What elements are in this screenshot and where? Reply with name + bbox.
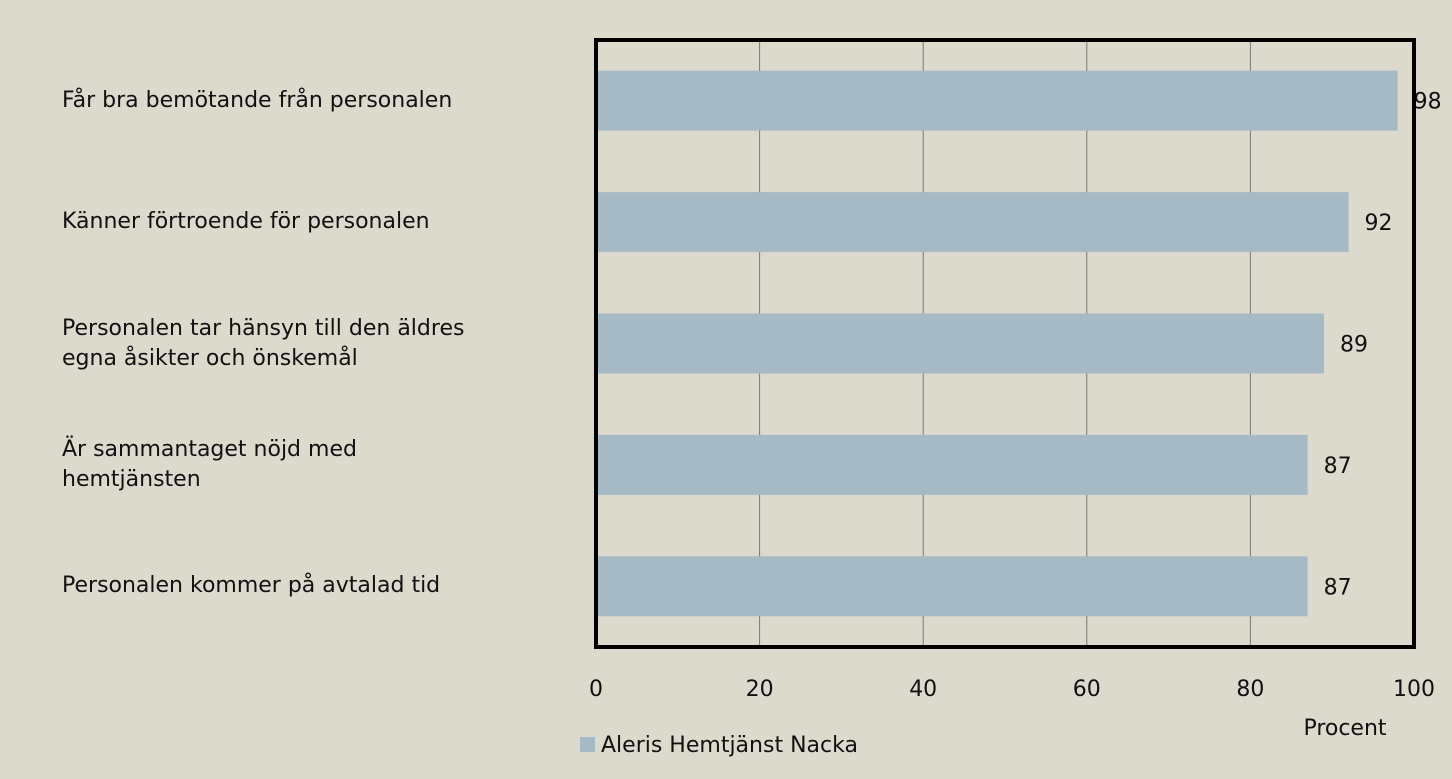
x-tick-label: 20 (746, 677, 774, 702)
y-tick-label: Personalen tar hänsyn till den äldres eg… (62, 315, 465, 371)
data-label: 87 (1324, 454, 1352, 479)
bar (596, 556, 1308, 617)
x-tick-label: 100 (1393, 677, 1435, 702)
x-tick-label: 80 (1236, 677, 1264, 702)
y-tick-label: Är sammantaget nöjd med hemtjänsten (62, 436, 357, 492)
legend-label: Aleris Hemtjänst Nacka (601, 733, 858, 758)
data-label: 92 (1365, 211, 1393, 236)
x-tick-label: 0 (589, 677, 603, 702)
data-label: 98 (1414, 90, 1442, 115)
x-tick-label: 60 (1073, 677, 1101, 702)
bar (596, 313, 1325, 374)
data-label: 87 (1324, 575, 1352, 600)
plot-border (594, 38, 1416, 649)
bar (596, 70, 1398, 131)
y-tick-label: Personalen kommer på avtalad tid (62, 573, 441, 599)
y-tick-label: Känner förtroende för personalen (62, 209, 430, 235)
data-label: 89 (1340, 333, 1368, 358)
x-tick-label: 40 (909, 677, 937, 702)
legend-swatch (580, 737, 595, 752)
x-axis-label: Procent (1303, 716, 1386, 741)
y-tick-label: Får bra bemötande från personalen (62, 87, 453, 113)
bar (596, 192, 1349, 253)
bar (596, 434, 1308, 495)
